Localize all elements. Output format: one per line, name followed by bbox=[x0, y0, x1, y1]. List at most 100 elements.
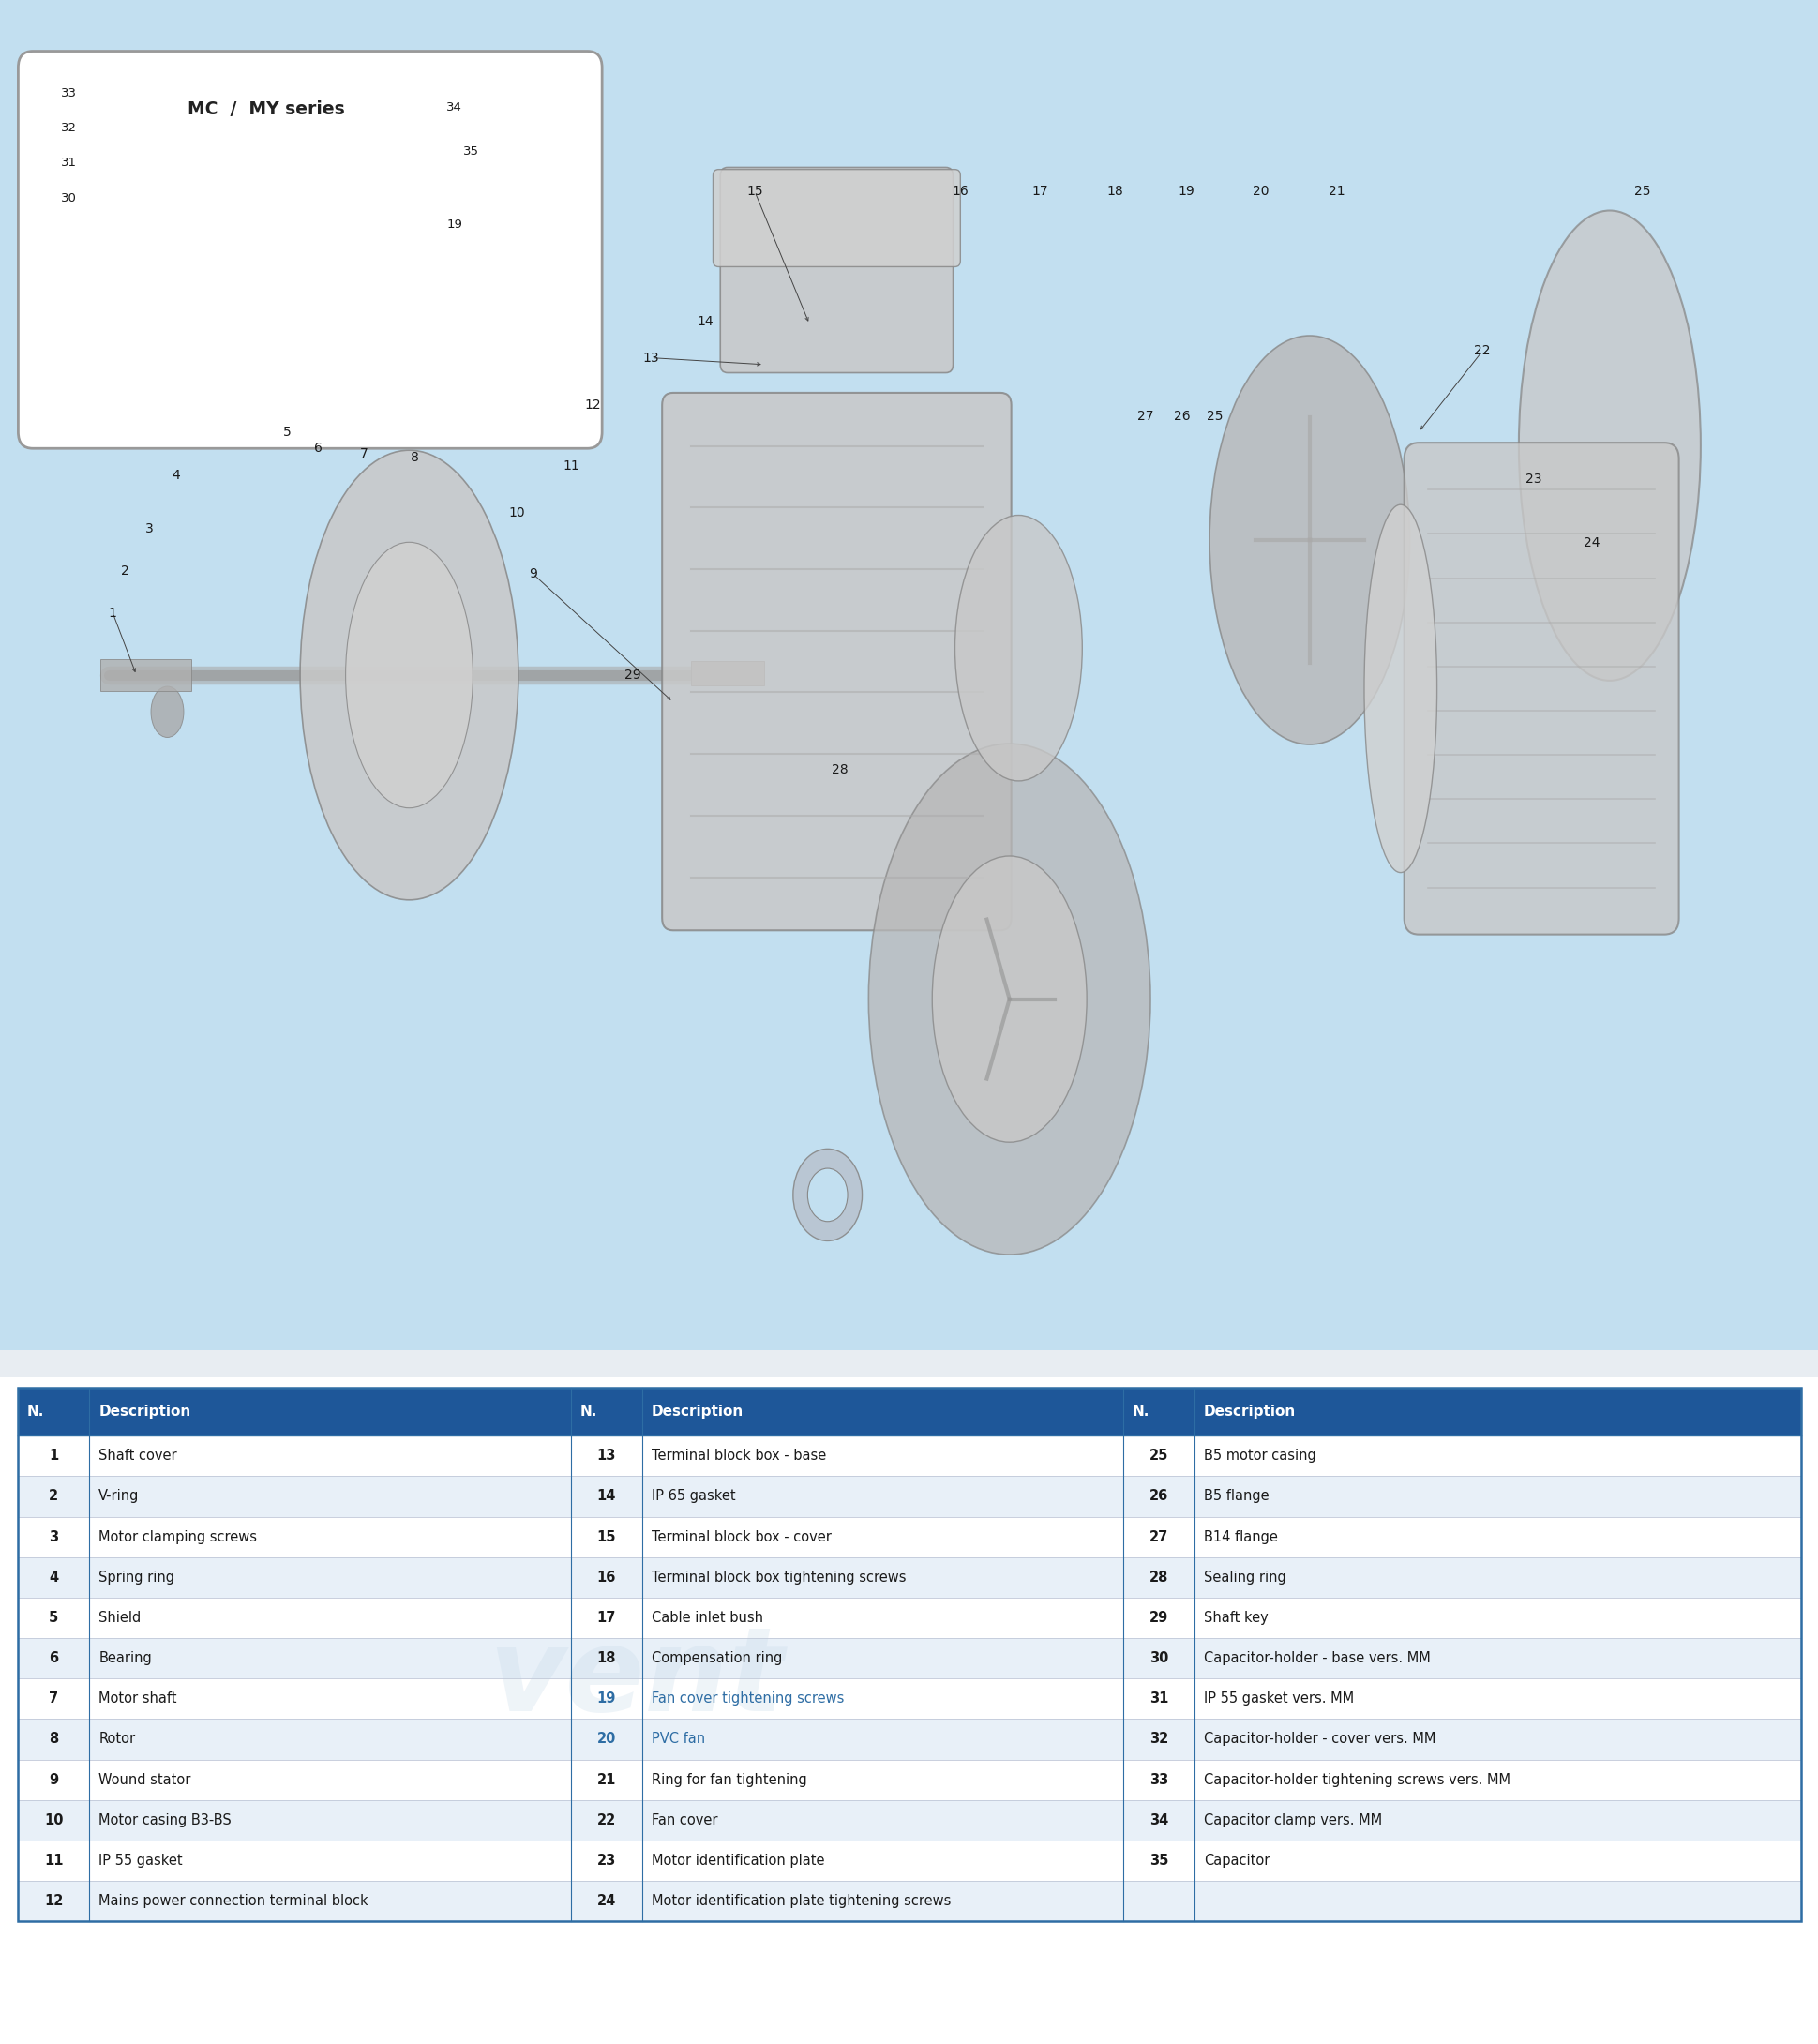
Text: Motor clamping screws: Motor clamping screws bbox=[98, 1529, 256, 1543]
Text: Wound stator: Wound stator bbox=[98, 1772, 191, 1786]
Ellipse shape bbox=[793, 1149, 862, 1241]
Bar bbox=[0, 1351, 1818, 1388]
Bar bbox=[18, 1840, 1800, 1880]
Text: 33: 33 bbox=[1149, 1772, 1167, 1786]
Text: 23: 23 bbox=[1523, 472, 1542, 486]
Text: B5 flange: B5 flange bbox=[1204, 1490, 1269, 1504]
Text: 35: 35 bbox=[464, 145, 478, 157]
Text: 15: 15 bbox=[596, 1529, 616, 1543]
Ellipse shape bbox=[1518, 211, 1700, 681]
Text: Terminal block box - base: Terminal block box - base bbox=[651, 1449, 825, 1464]
Bar bbox=[0, 0, 1818, 1351]
Text: IP 65 gasket: IP 65 gasket bbox=[651, 1490, 734, 1504]
Text: 20: 20 bbox=[1251, 186, 1269, 198]
Text: 13: 13 bbox=[596, 1449, 616, 1464]
Text: 28: 28 bbox=[831, 762, 849, 777]
Text: 28: 28 bbox=[1149, 1570, 1167, 1584]
Text: 4: 4 bbox=[49, 1570, 58, 1584]
Text: 16: 16 bbox=[951, 186, 969, 198]
Text: 3: 3 bbox=[49, 1529, 58, 1543]
FancyBboxPatch shape bbox=[720, 168, 953, 372]
Ellipse shape bbox=[807, 1169, 847, 1222]
Text: N.: N. bbox=[1133, 1404, 1149, 1419]
Text: 12: 12 bbox=[584, 399, 602, 411]
Text: 2: 2 bbox=[49, 1490, 58, 1504]
Text: 6: 6 bbox=[315, 442, 322, 456]
Ellipse shape bbox=[1364, 505, 1436, 873]
Bar bbox=[18, 1435, 1800, 1476]
Text: 15: 15 bbox=[745, 186, 764, 198]
Text: 32: 32 bbox=[1149, 1731, 1167, 1746]
Bar bbox=[18, 1719, 1800, 1760]
Text: 33: 33 bbox=[60, 88, 76, 98]
Text: Capacitor-holder tightening screws vers. MM: Capacitor-holder tightening screws vers.… bbox=[1204, 1772, 1509, 1786]
Text: 26: 26 bbox=[1173, 409, 1191, 423]
FancyBboxPatch shape bbox=[1403, 444, 1678, 934]
Text: V-ring: V-ring bbox=[98, 1490, 140, 1504]
Text: 1: 1 bbox=[49, 1449, 58, 1464]
Text: N.: N. bbox=[27, 1404, 44, 1419]
Text: MC  /  MY series: MC / MY series bbox=[187, 100, 344, 119]
Bar bbox=[18, 1801, 1800, 1840]
Bar bbox=[0, 1378, 1818, 2044]
Text: 24: 24 bbox=[1582, 536, 1600, 550]
Text: 18: 18 bbox=[1105, 186, 1124, 198]
Ellipse shape bbox=[300, 450, 518, 899]
Text: Capacitor clamp vers. MM: Capacitor clamp vers. MM bbox=[1204, 1813, 1382, 1827]
Text: 9: 9 bbox=[49, 1772, 58, 1786]
Text: 11: 11 bbox=[44, 1854, 64, 1868]
Text: Terminal block box - cover: Terminal block box - cover bbox=[651, 1529, 831, 1543]
Text: 7: 7 bbox=[49, 1692, 58, 1707]
Text: Motor casing B3-BS: Motor casing B3-BS bbox=[98, 1813, 231, 1827]
Text: 3: 3 bbox=[145, 523, 153, 536]
Ellipse shape bbox=[1209, 335, 1409, 744]
Text: 16: 16 bbox=[596, 1570, 616, 1584]
Ellipse shape bbox=[345, 542, 473, 807]
Ellipse shape bbox=[933, 856, 1087, 1143]
Text: 10: 10 bbox=[44, 1813, 64, 1827]
Text: 27: 27 bbox=[1136, 409, 1154, 423]
Text: Capacitor: Capacitor bbox=[1204, 1854, 1269, 1868]
Text: vent: vent bbox=[489, 1621, 784, 1735]
Text: IP 55 gasket: IP 55 gasket bbox=[98, 1854, 182, 1868]
Bar bbox=[18, 1558, 1800, 1598]
FancyBboxPatch shape bbox=[713, 170, 960, 266]
Text: 19: 19 bbox=[596, 1692, 616, 1707]
Text: 10: 10 bbox=[507, 507, 525, 519]
Text: Cable inlet bush: Cable inlet bush bbox=[651, 1611, 762, 1625]
Text: B14 flange: B14 flange bbox=[1204, 1529, 1276, 1543]
Text: Compensation ring: Compensation ring bbox=[651, 1652, 782, 1666]
Bar bbox=[691, 660, 764, 685]
Bar bbox=[18, 1760, 1800, 1801]
Text: Rotor: Rotor bbox=[98, 1731, 135, 1746]
Text: Motor identification plate tightening screws: Motor identification plate tightening sc… bbox=[651, 1895, 951, 1909]
Text: Shaft cover: Shaft cover bbox=[98, 1449, 176, 1464]
Text: 25: 25 bbox=[1149, 1449, 1167, 1464]
Text: 5: 5 bbox=[49, 1611, 58, 1625]
Text: 13: 13 bbox=[642, 352, 660, 364]
Bar bbox=[18, 1598, 1800, 1637]
Text: 21: 21 bbox=[596, 1772, 616, 1786]
Ellipse shape bbox=[954, 515, 1082, 781]
Text: 30: 30 bbox=[1149, 1652, 1167, 1666]
Text: Motor shaft: Motor shaft bbox=[98, 1692, 176, 1707]
Ellipse shape bbox=[151, 687, 184, 738]
Text: B5 motor casing: B5 motor casing bbox=[1204, 1449, 1316, 1464]
Text: 6: 6 bbox=[49, 1652, 58, 1666]
Text: 34: 34 bbox=[1149, 1813, 1167, 1827]
Text: 1: 1 bbox=[109, 607, 116, 619]
Text: 20: 20 bbox=[596, 1731, 616, 1746]
Text: Spring ring: Spring ring bbox=[98, 1570, 175, 1584]
Text: Description: Description bbox=[651, 1404, 744, 1419]
Text: 30: 30 bbox=[60, 192, 76, 204]
Bar bbox=[18, 1637, 1800, 1678]
Text: Shaft key: Shaft key bbox=[1204, 1611, 1267, 1625]
Text: PVC fan: PVC fan bbox=[651, 1731, 704, 1746]
Text: 8: 8 bbox=[411, 452, 418, 464]
Bar bbox=[18, 1517, 1800, 1558]
Text: 17: 17 bbox=[1031, 186, 1049, 198]
Text: 22: 22 bbox=[1473, 345, 1491, 358]
Text: 11: 11 bbox=[562, 460, 580, 472]
Text: 31: 31 bbox=[60, 155, 76, 168]
Text: 2: 2 bbox=[122, 564, 129, 578]
